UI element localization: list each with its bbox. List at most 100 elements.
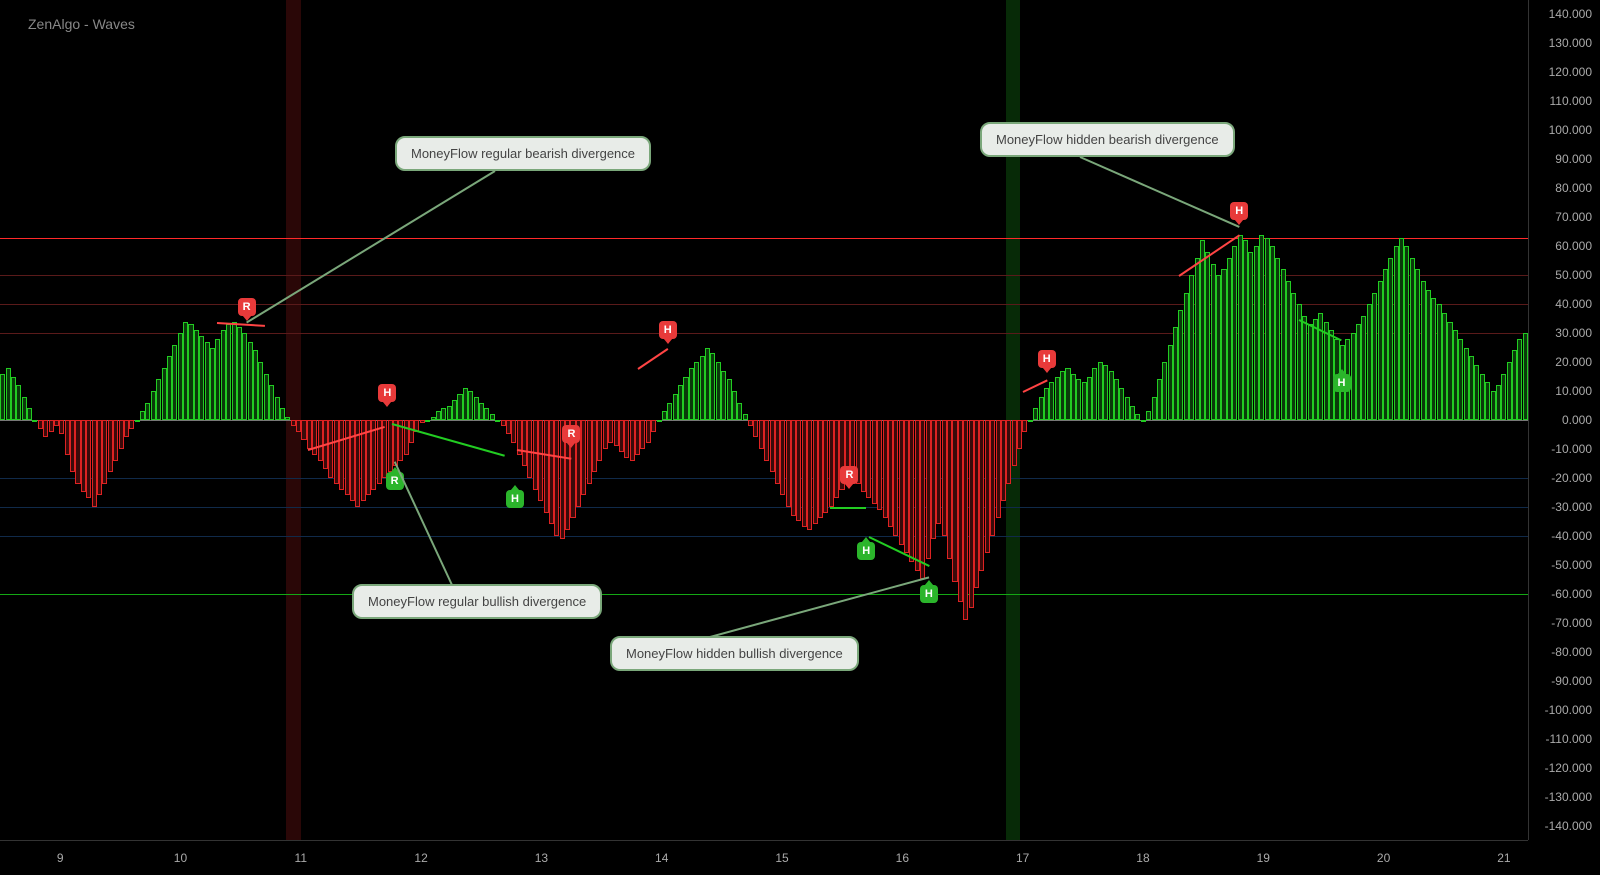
histogram-bar <box>667 403 672 420</box>
histogram-bar <box>1092 368 1097 420</box>
histogram-bar <box>1141 420 1146 422</box>
callout-leader <box>246 170 495 323</box>
histogram-bar <box>183 322 188 420</box>
callout-box[interactable]: MoneyFlow regular bearish divergence <box>395 136 651 171</box>
histogram-bar <box>1017 420 1022 449</box>
histogram-bar <box>1378 281 1383 420</box>
callout-box[interactable]: MoneyFlow regular bullish divergence <box>352 584 602 619</box>
histogram-bar <box>883 420 888 518</box>
histogram-bar <box>780 420 785 495</box>
histogram-bar <box>345 420 350 495</box>
histogram-bar <box>1469 356 1474 420</box>
y-tick-label: -20.000 <box>1551 471 1592 485</box>
histogram-bar <box>904 420 909 553</box>
y-tick-label: -110.000 <box>1546 732 1592 746</box>
divergence-marker[interactable]: H <box>1038 350 1056 368</box>
histogram-bar <box>1135 414 1140 420</box>
y-tick-label: 70.000 <box>1555 210 1592 224</box>
histogram-bar <box>221 330 226 420</box>
histogram-bar <box>624 420 629 458</box>
divergence-marker[interactable]: H <box>857 542 875 560</box>
horizontal-level-line <box>0 594 1528 595</box>
divergence-marker[interactable]: H <box>920 585 938 603</box>
histogram-bar <box>81 420 86 492</box>
histogram-bar <box>156 379 161 420</box>
divergence-marker[interactable]: R <box>562 425 580 443</box>
histogram-bar <box>1291 293 1296 420</box>
histogram-bar <box>32 420 37 422</box>
histogram-bar <box>75 420 80 484</box>
histogram-bar <box>1189 275 1194 420</box>
histogram-bar <box>872 420 877 504</box>
divergence-marker[interactable]: R <box>238 298 256 316</box>
histogram-bar <box>700 356 705 420</box>
histogram-bar <box>215 339 220 420</box>
histogram-bar <box>1087 377 1092 420</box>
histogram-bar <box>1114 379 1119 420</box>
histogram-bar <box>1313 319 1318 420</box>
histogram-bar <box>113 420 118 461</box>
callout-box[interactable]: MoneyFlow hidden bearish divergence <box>980 122 1235 157</box>
marker-pointer <box>845 484 853 489</box>
histogram-bar <box>70 420 75 472</box>
histogram-bar <box>0 374 5 420</box>
histogram-bar <box>1195 258 1200 420</box>
histogram-bar <box>162 368 167 420</box>
marker-pointer <box>862 537 870 542</box>
divergence-marker[interactable]: H <box>1333 374 1351 392</box>
y-tick-label: 100.000 <box>1549 123 1592 137</box>
histogram-bar <box>1173 327 1178 420</box>
divergence-marker[interactable]: H <box>1230 202 1248 220</box>
histogram-bar <box>1109 371 1114 420</box>
histogram-bar <box>969 420 974 608</box>
y-tick-label: 130.000 <box>1549 36 1592 50</box>
x-tick-label: 11 <box>295 851 307 865</box>
divergence-marker[interactable]: H <box>378 384 396 402</box>
histogram-bar <box>22 397 27 420</box>
histogram-bar <box>210 348 215 420</box>
histogram-bar <box>678 385 683 420</box>
histogram-bar <box>1130 406 1135 420</box>
histogram-bar <box>974 420 979 588</box>
histogram-bar <box>877 420 882 510</box>
histogram-bar <box>952 420 957 582</box>
histogram-bar <box>194 330 199 420</box>
divergence-marker[interactable]: R <box>840 466 858 484</box>
histogram-bar <box>716 362 721 420</box>
histogram-bar <box>463 388 468 420</box>
histogram-bar <box>958 420 963 602</box>
horizontal-level-line <box>0 238 1528 239</box>
callout-box[interactable]: MoneyFlow hidden bullish divergence <box>610 636 859 671</box>
histogram-bar <box>581 420 586 495</box>
chart-root: ZenAlgo - Waves RHRHRHRHHHHHMoneyFlow re… <box>0 0 1600 875</box>
histogram-bar <box>43 420 48 437</box>
histogram-bar <box>1447 322 1452 420</box>
divergence-marker[interactable]: H <box>659 321 677 339</box>
histogram-bar <box>861 420 866 492</box>
histogram-bar <box>393 420 398 466</box>
divergence-marker[interactable]: H <box>506 490 524 508</box>
marker-pointer <box>664 339 672 344</box>
histogram-bar <box>1022 420 1027 432</box>
x-tick-label: 19 <box>1257 851 1270 865</box>
histogram-bar <box>205 342 210 420</box>
histogram-bar <box>511 420 516 443</box>
plot-area[interactable]: RHRHRHRHHHHHMoneyFlow regular bearish di… <box>0 0 1528 840</box>
histogram-bar <box>710 353 715 420</box>
histogram-bar <box>382 420 387 478</box>
histogram-bar <box>226 324 231 420</box>
histogram-bar <box>1404 246 1409 420</box>
histogram-bar <box>554 420 559 536</box>
histogram-bar <box>1517 339 1522 420</box>
callout-leader <box>1080 156 1240 228</box>
histogram-bar <box>996 420 1001 518</box>
histogram-bar <box>1033 408 1038 420</box>
histogram-bar <box>1205 252 1210 420</box>
histogram-bar <box>1351 333 1356 420</box>
histogram-bar <box>764 420 769 461</box>
histogram-bar <box>501 420 506 426</box>
histogram-bar <box>188 324 193 420</box>
histogram-bar <box>1308 324 1313 420</box>
x-tick-label: 15 <box>775 851 788 865</box>
histogram-bar <box>269 385 274 420</box>
